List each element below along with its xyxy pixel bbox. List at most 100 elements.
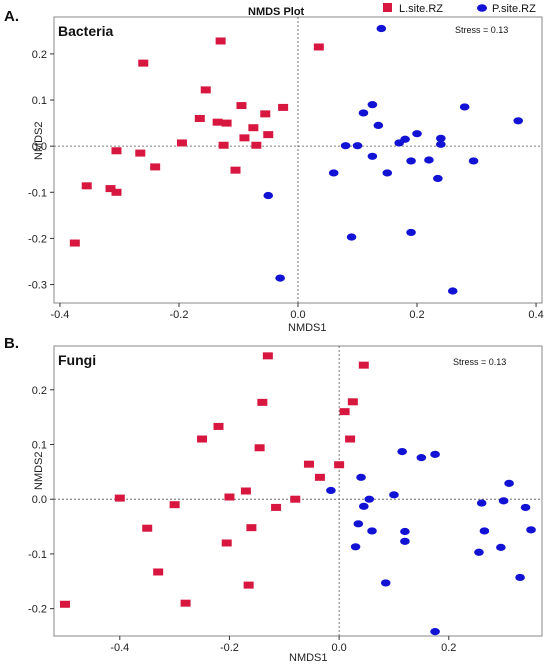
panel-a-point-p-site xyxy=(263,191,274,200)
panel-b-ytick-label: 0.2 xyxy=(32,385,47,397)
panel-fungi: B. Fungi Stress = 0.13 NMDS1 NMDS2 -0.4-… xyxy=(4,335,543,664)
panel-b-point-l-site xyxy=(142,524,153,532)
panel-b-xtick-label: 0.2 xyxy=(441,642,456,654)
panel-b-point-p-site xyxy=(474,548,484,556)
panel-b-point-p-site xyxy=(400,527,410,536)
panel-b-point-p-site xyxy=(389,491,399,499)
panel-a-point-p-site xyxy=(447,287,458,295)
panel-b-point-p-site xyxy=(356,473,366,481)
panel-b-point-l-site xyxy=(180,599,191,607)
panel-a-point-l-site xyxy=(218,141,229,149)
panel-a-point-l-site xyxy=(105,185,116,193)
panel-a-xlabel: NMDS1 xyxy=(288,322,327,334)
panel-b-point-p-site xyxy=(526,526,536,534)
panel-a-xtick-label: 0.4 xyxy=(528,309,543,321)
panel-b-point-l-site xyxy=(243,581,254,589)
panel-b-point-l-site xyxy=(197,435,208,443)
panel-a-xtick-label: -0.2 xyxy=(169,309,188,321)
panel-a-point-p-site xyxy=(358,109,369,117)
panel-a-ytick-label: -0.3 xyxy=(28,280,47,292)
panel-b-point-p-site xyxy=(353,520,364,528)
panel-b-point-l-site xyxy=(246,524,257,532)
figure-title: NMDS Plot xyxy=(248,6,305,18)
panel-a-point-p-site xyxy=(436,140,446,148)
panel-b-point-l-site xyxy=(271,503,282,511)
panel-b-point-l-site xyxy=(257,398,268,406)
panel-b-xtick-label: -0.2 xyxy=(220,642,239,654)
panel-b-point-p-site xyxy=(476,499,487,507)
panel-b-plot-area: -0.4 -0.2 0.0 0.2 0.2 0.1 0.0 -0.1 -0.2 xyxy=(28,346,542,654)
panel-b-frame xyxy=(53,345,543,637)
panel-b-point-p-site xyxy=(479,527,490,535)
panel-a-point-p-site xyxy=(352,142,363,150)
panel-b-point-l-site xyxy=(254,444,265,452)
panel-b-point-l-site xyxy=(169,501,180,509)
panel-b-ytick-label: -0.1 xyxy=(28,549,47,561)
panel-a-ytick-label: 0.2 xyxy=(32,49,47,61)
panel-a-point-p-site xyxy=(382,169,393,177)
panel-b-point-l-site xyxy=(213,422,224,430)
panel-a-point-l-site xyxy=(212,118,223,126)
panel-b-point-p-site xyxy=(326,486,336,495)
panel-b-point-l-site xyxy=(290,495,301,503)
panel-b-point-l-site xyxy=(339,408,350,416)
panel-a-point-p-site xyxy=(394,139,404,147)
panel-a-point-p-site xyxy=(376,24,387,33)
panel-b-point-p-site xyxy=(430,450,440,458)
panel-b-point-l-site xyxy=(358,361,369,369)
panel-a-point-l-site xyxy=(81,182,92,190)
panel-a-xtick-label: -0.4 xyxy=(50,309,69,321)
panel-a-point-l-site xyxy=(239,134,250,142)
panel-a-plot-area: -0.4 -0.2 0.0 0.2 0.4 0.2 0.1 0.0 -0.1 -0.2 -0.3 xyxy=(28,17,544,321)
panel-a-point-l-site xyxy=(194,114,205,122)
panel-b-xlabel: NMDS1 xyxy=(289,652,328,664)
panel-a-point-l-site xyxy=(176,139,187,147)
panel-a-point-p-site xyxy=(424,156,434,164)
legend-marker-l-site xyxy=(383,3,392,12)
panel-b-ytick-label: 0.0 xyxy=(32,494,47,506)
panel-a-point-p-site xyxy=(367,101,378,109)
panel-a-point-l-site xyxy=(278,103,289,111)
panel-a-point-l-site xyxy=(138,59,149,67)
panel-a-title: Bacteria xyxy=(58,23,113,39)
panel-a-point-l-site xyxy=(313,43,324,51)
panel-a-point-l-site xyxy=(111,188,122,196)
legend-label-l-site: L.site.RZ xyxy=(399,3,443,15)
panel-bacteria: A. Bacteria Stress = 0.13 NMDS1 NMDS2 -0… xyxy=(4,8,544,334)
panel-a-point-p-site xyxy=(459,103,470,111)
panel-b-point-p-site xyxy=(496,543,506,551)
panel-b-point-p-site xyxy=(504,479,514,487)
legend-marker-p-site xyxy=(477,4,487,12)
panel-a-point-l-site xyxy=(230,166,241,174)
panel-b-point-p-site xyxy=(350,543,361,551)
panel-a-label: A. xyxy=(4,8,19,25)
panel-a-point-p-site xyxy=(436,134,446,142)
panel-a-point-l-site xyxy=(221,119,232,127)
panel-b-point-p-site xyxy=(430,628,440,636)
panel-b-point-p-site xyxy=(520,503,531,512)
legend-label-p-site: P.site.RZ xyxy=(492,3,536,15)
panel-b-point-l-site xyxy=(347,398,358,406)
panel-a-point-l-site xyxy=(248,124,259,132)
panel-a-point-l-site xyxy=(251,141,262,149)
panel-a-point-p-site xyxy=(406,228,416,237)
panel-b-point-l-site xyxy=(114,494,125,502)
panel-a-point-l-site xyxy=(215,37,226,45)
panel-a-point-p-site xyxy=(468,157,479,165)
panel-a-point-l-site xyxy=(200,86,211,94)
panel-a-point-p-site xyxy=(373,121,384,130)
panel-b-point-l-site xyxy=(334,461,345,469)
panel-a-xtick-label: 0.2 xyxy=(409,309,424,321)
panel-b-point-l-site xyxy=(59,600,70,608)
panel-b-point-l-site xyxy=(345,435,356,443)
panel-b-point-p-site xyxy=(515,573,525,582)
panel-b-title: Fungi xyxy=(58,352,96,368)
panel-a-ylabel: NMDS2 xyxy=(33,121,45,160)
panel-b-point-l-site xyxy=(153,568,164,576)
panel-a-xtick-label: 0.0 xyxy=(290,309,305,321)
panel-a-point-l-site xyxy=(69,239,80,247)
panel-b-point-p-site xyxy=(380,579,391,587)
panel-b-point-l-site xyxy=(224,493,235,501)
panel-b-point-p-site xyxy=(498,497,509,505)
